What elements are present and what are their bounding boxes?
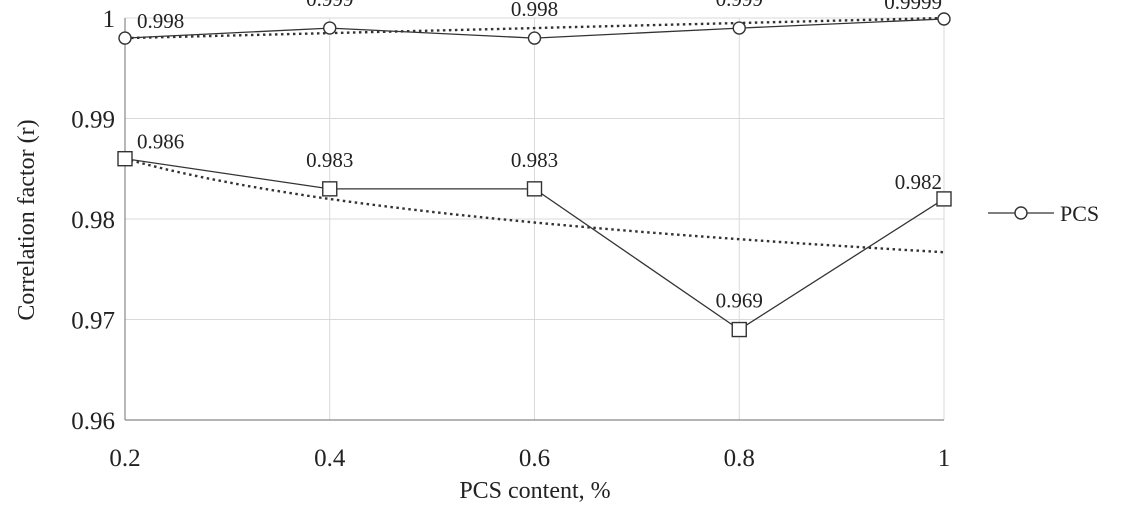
circle-marker [937, 12, 951, 26]
data-label: 0.983 [511, 148, 558, 172]
square-marker [936, 191, 952, 207]
x-tick-label: 0.2 [109, 445, 140, 472]
y-tick-label: 1 [103, 6, 116, 33]
square-marker [731, 321, 747, 338]
circle-marker [118, 31, 132, 45]
data-labels: 0.998 0.999 0.998 0.999 0.9999 0.986 0.983 0.98… [137, 0, 942, 313]
data-label: 0.982 [895, 170, 942, 194]
square-marker [117, 150, 133, 167]
data-label: 0.983 [306, 148, 353, 172]
legend-label: PCS [1060, 201, 1099, 226]
y-axis-title: Correlation factor (r) [14, 119, 40, 320]
y-tick-label: 0.96 [71, 408, 115, 435]
data-label: 0.969 [716, 289, 763, 313]
data-label: 0.998 [137, 9, 184, 33]
trendline-series-2 [124, 157, 945, 254]
x-tick-label: 0.6 [519, 445, 550, 472]
series-markers [117, 12, 952, 338]
data-label: 0.9999 [884, 0, 942, 14]
square-marker [322, 181, 338, 197]
axes [124, 18, 944, 421]
circle-marker [527, 31, 542, 45]
circle-marker [323, 21, 337, 35]
circle-marker [732, 21, 746, 35]
y-tick-label: 0.99 [71, 107, 115, 134]
x-axis-title: PCS content, % [459, 478, 610, 504]
square-marker [526, 181, 543, 197]
data-label: 0.998 [511, 0, 558, 21]
x-tick-label: 1 [938, 445, 951, 472]
y-tick-label: 0.97 [71, 308, 115, 335]
y-tick-label: 0.98 [71, 207, 115, 234]
grid-lines [124, 17, 945, 421]
trendlines [124, 16, 945, 254]
data-label: 0.999 [716, 0, 763, 11]
x-tick-label: 0.8 [724, 445, 755, 472]
tick-labels: 0.2 0.4 0.6 0.8 1 0.96 0.97 0.98 0.99 1 [71, 6, 950, 472]
legend-circle-marker [1014, 206, 1028, 220]
x-tick-label: 0.4 [314, 445, 346, 472]
data-label: 0.999 [306, 0, 353, 11]
trendline-series-1 [124, 16, 945, 40]
data-label: 0.986 [137, 130, 184, 154]
legend: PCS [988, 201, 1099, 226]
